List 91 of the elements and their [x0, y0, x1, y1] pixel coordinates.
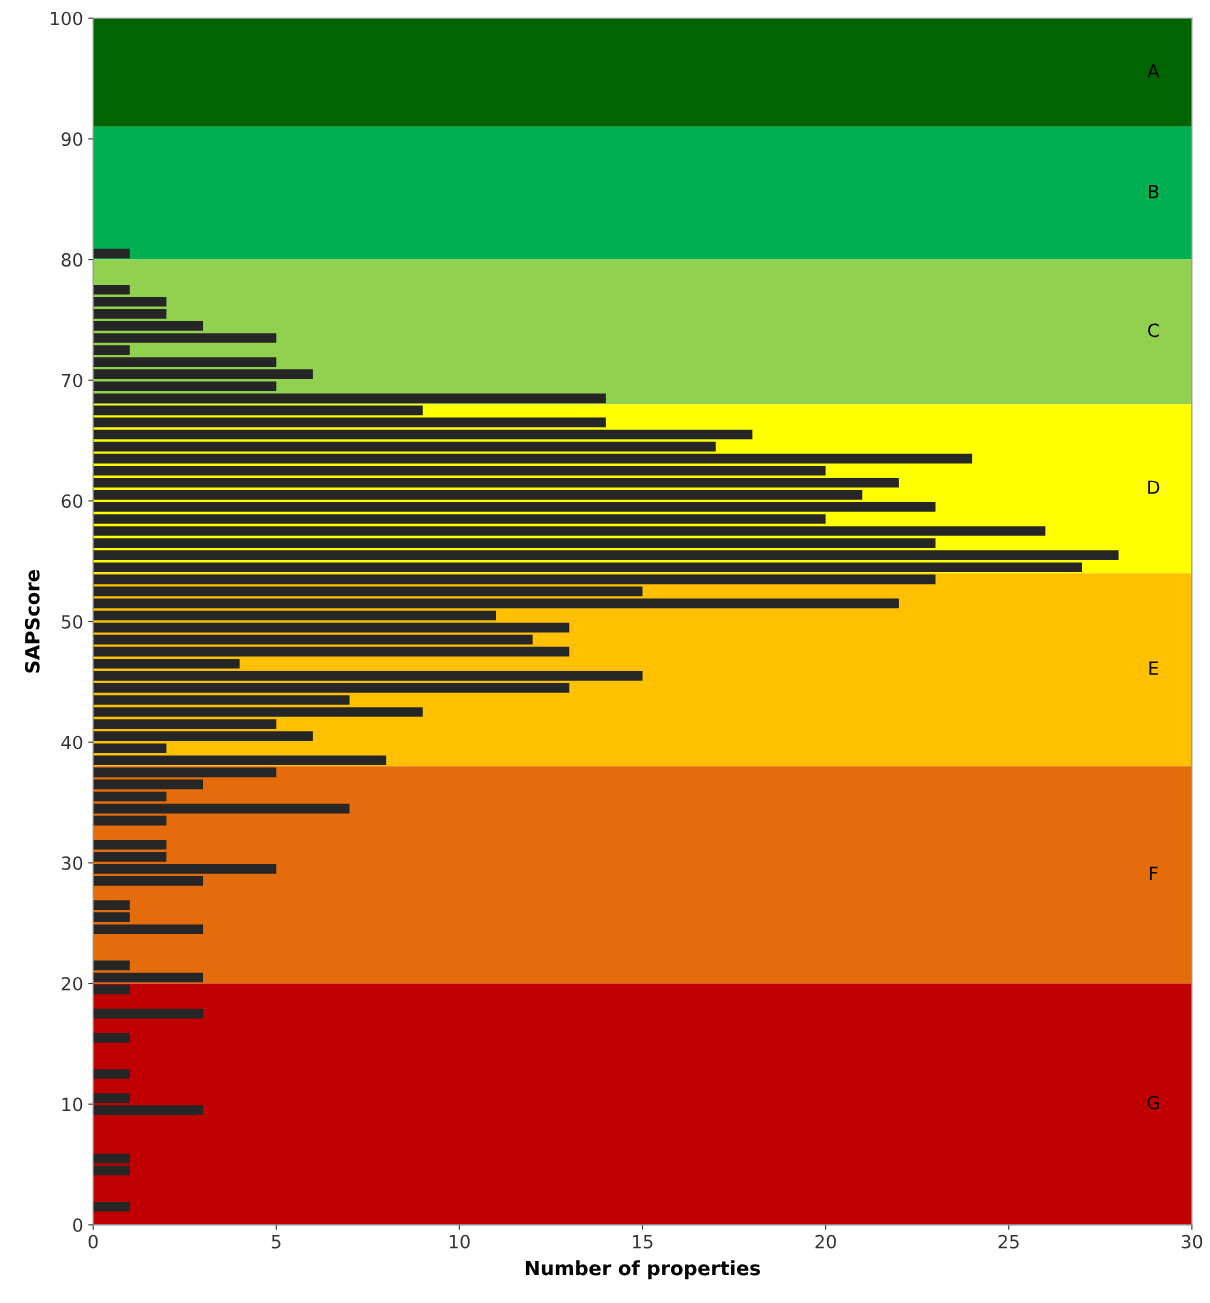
bar [93, 574, 936, 585]
bar [93, 1008, 204, 1019]
band-label: A [1147, 64, 1160, 78]
bar [93, 514, 826, 524]
bar [93, 683, 570, 693]
bar [93, 526, 1046, 536]
bar [93, 598, 899, 609]
bar [93, 912, 130, 922]
bar [93, 646, 570, 657]
x-tick-label: 25 [998, 1234, 1019, 1249]
bar [93, 815, 167, 826]
bar [93, 381, 277, 392]
bar [93, 1165, 130, 1176]
bar [93, 550, 1119, 560]
bar [93, 767, 277, 778]
bar [93, 658, 240, 669]
bar [93, 405, 423, 416]
x-tick-label: 20 [815, 1234, 836, 1249]
bar [93, 671, 643, 681]
x-tick-label: 15 [633, 1235, 653, 1249]
bar [93, 417, 606, 428]
y-tick-label: 40 [61, 735, 83, 750]
bar [93, 369, 313, 380]
bar [93, 779, 204, 790]
bar [93, 1153, 130, 1164]
bar [93, 477, 899, 488]
bar [93, 309, 167, 319]
x-tick-label: 5 [271, 1235, 281, 1249]
y-tick-label: 30 [61, 856, 83, 870]
bar [93, 538, 936, 548]
bar [93, 393, 606, 404]
y-tick-label: 80 [61, 253, 83, 267]
bar [93, 429, 753, 440]
bar [93, 502, 936, 512]
y-tick-label: 60 [61, 494, 83, 508]
x-tick-label: 0 [88, 1234, 98, 1249]
bar [93, 972, 204, 983]
bar [93, 1105, 204, 1116]
bar [93, 755, 387, 766]
x-tick-label: 30 [1181, 1234, 1203, 1249]
bar [93, 864, 277, 874]
y-tick-label: 0 [73, 1218, 83, 1232]
bar [93, 984, 130, 995]
bar [93, 248, 130, 259]
bar [93, 490, 863, 500]
y-axis-title: SAPScore [24, 569, 40, 673]
bar [93, 1069, 130, 1079]
band-label: B [1148, 185, 1159, 199]
bar [93, 707, 423, 717]
bar [93, 924, 204, 935]
bar [93, 333, 277, 343]
band-label: F [1149, 866, 1158, 880]
y-tick-label: 70 [61, 373, 83, 388]
y-tick-label: 20 [61, 976, 83, 991]
y-tick-label: 50 [61, 614, 83, 629]
bar [93, 586, 643, 597]
bar [93, 900, 130, 910]
bar [93, 803, 350, 814]
bar [93, 839, 167, 850]
bar [93, 719, 277, 729]
x-axis-title: Number of properties [525, 1260, 760, 1280]
bar [93, 465, 826, 476]
bar [93, 622, 570, 633]
bar [93, 876, 204, 886]
band-label: D [1148, 480, 1160, 494]
bar [93, 321, 204, 331]
y-tick-label: 10 [62, 1097, 83, 1112]
bar [93, 610, 497, 621]
bar [93, 960, 130, 971]
bar [93, 731, 313, 741]
bar [93, 284, 130, 295]
bar [93, 791, 167, 802]
bar [93, 1032, 130, 1043]
bar [93, 851, 167, 862]
band-label: G [1147, 1095, 1159, 1110]
bar [93, 1093, 130, 1103]
bar [93, 1201, 130, 1212]
bar [93, 441, 716, 452]
bar [93, 743, 167, 754]
band-label: C [1148, 323, 1159, 338]
bar [93, 695, 350, 705]
y-tick-label: 90 [61, 132, 83, 147]
bar [93, 357, 277, 367]
bar [93, 634, 533, 645]
x-tick-label: 10 [449, 1234, 470, 1249]
bar [93, 453, 973, 464]
y-tick-label: 100 [50, 11, 83, 26]
bar [93, 562, 1082, 573]
bar [93, 296, 167, 307]
bar [93, 345, 130, 355]
band-label: E [1149, 661, 1158, 675]
